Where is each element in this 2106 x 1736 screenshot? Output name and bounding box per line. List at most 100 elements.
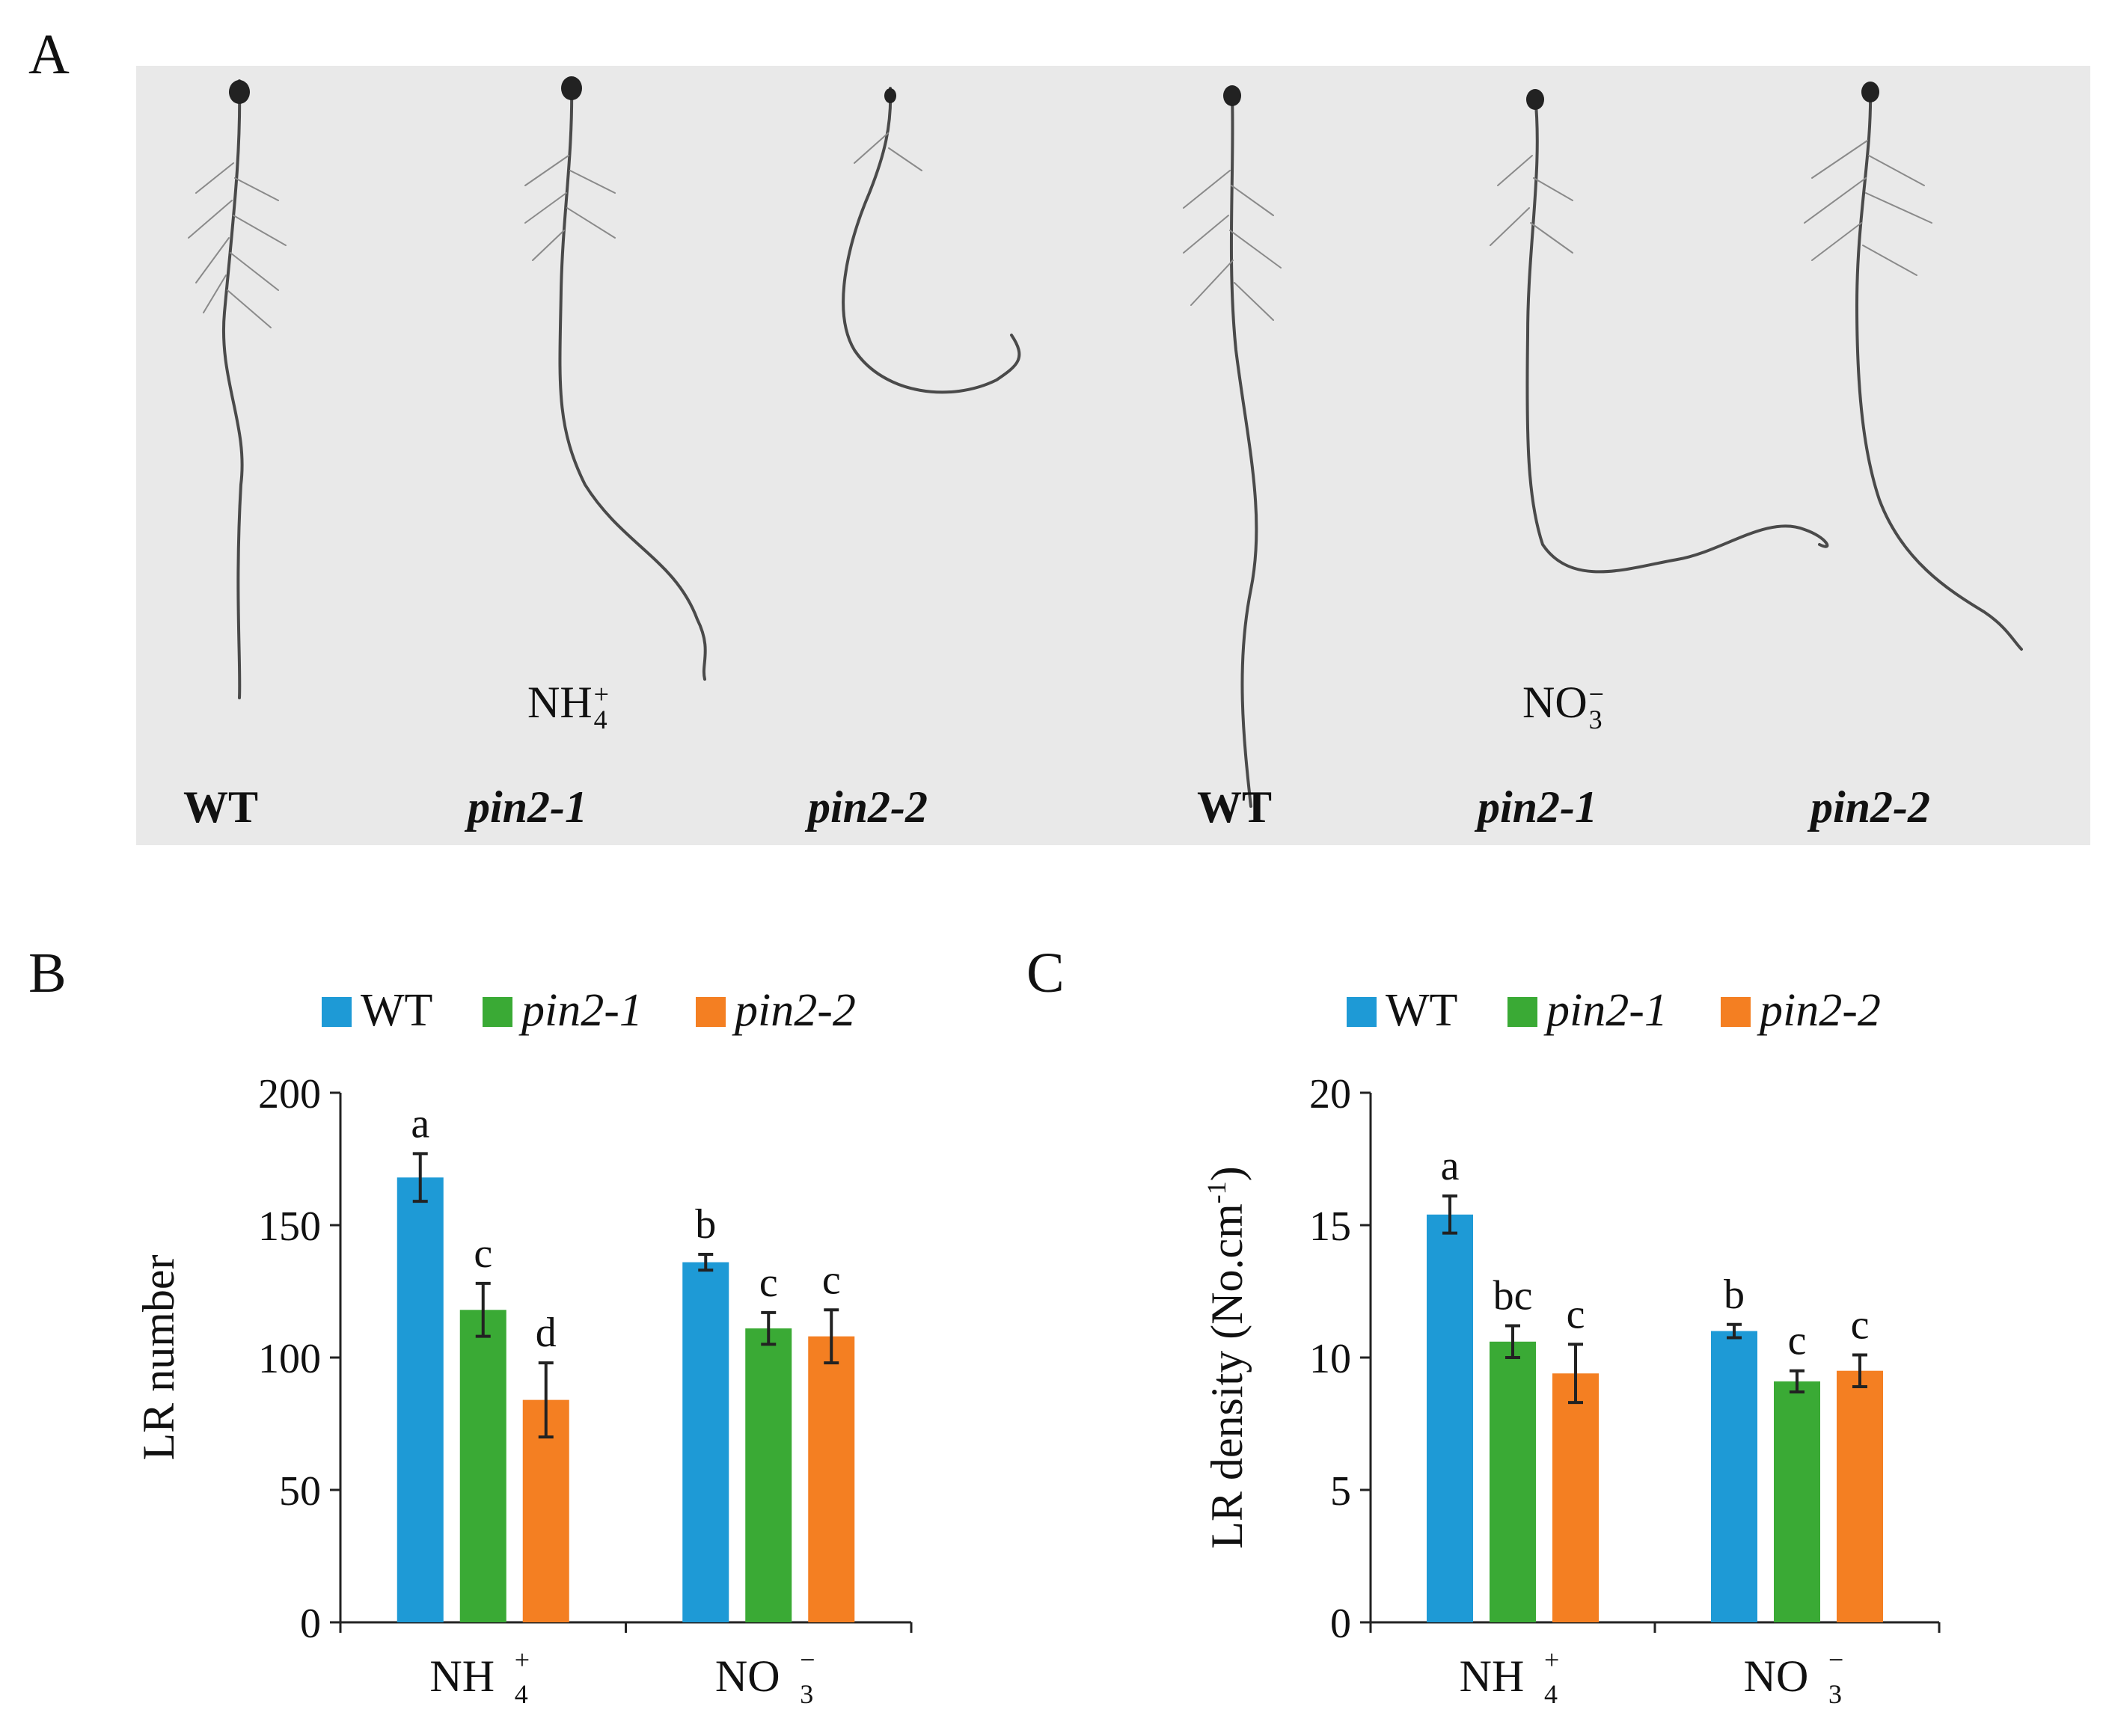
photo-label-wt-no3: WT — [1197, 782, 1273, 832]
y-axis-label: LR density (No.cm-1) — [1202, 1166, 1252, 1549]
panel-label-a: A — [28, 23, 70, 86]
x-category-sub: 3 — [800, 1679, 813, 1709]
legend-swatch-pin2-2 — [1721, 997, 1751, 1027]
condition-no3-sup: − — [1588, 679, 1604, 710]
condition-no3-sub: 3 — [1588, 705, 1603, 735]
bar-pin2-2-1 — [1837, 1370, 1883, 1622]
y-tick-label: 5 — [1330, 1468, 1351, 1515]
bar-pin2-1-0 — [1490, 1341, 1536, 1622]
root-photo — [136, 66, 2090, 845]
legend: WT pin2-1 pin2-2 — [1347, 985, 1881, 1036]
lateral-roots-wt-nh4 — [188, 162, 287, 328]
legend-swatch-WT — [1347, 997, 1377, 1027]
seed-pin21-no3 — [1526, 89, 1544, 110]
root-pin22-no3 — [1855, 87, 2023, 651]
bar-WT-1 — [1711, 1331, 1757, 1622]
bar-WT-0 — [1427, 1214, 1473, 1622]
lateral-roots-pin22-no3 — [1804, 140, 1932, 276]
seed-pin21-nh4 — [561, 76, 582, 100]
x-category-sup: + — [1544, 1645, 1559, 1675]
legend-label-pin2-1: pin2-1 — [1543, 985, 1668, 1036]
x-category-sub: 3 — [1828, 1679, 1842, 1709]
x-category-label: NO — [715, 1651, 780, 1701]
lateral-roots-pin21-no3 — [1490, 155, 1573, 254]
x-category-sub: 4 — [1544, 1679, 1558, 1709]
seed-pin22-nh4 — [884, 88, 896, 103]
significance-letter-WT-1: b — [695, 1201, 716, 1248]
x-category-sub: 4 — [515, 1679, 528, 1709]
significance-letter-pin2-1-0: bc — [1493, 1273, 1533, 1319]
significance-letter-pin2-2-1: c — [822, 1257, 841, 1303]
y-tick-label: 150 — [258, 1203, 321, 1250]
panel-label-b: B — [28, 942, 67, 1005]
legend-label-WT: WT — [1386, 985, 1457, 1036]
y-tick-label: 15 — [1309, 1203, 1351, 1250]
root-pin21-no3 — [1525, 94, 1829, 574]
lateral-roots-wt-no3 — [1183, 170, 1282, 321]
legend: WT pin2-1 pin2-2 — [322, 985, 856, 1036]
lateral-roots-pin21-nh4 — [524, 155, 616, 261]
x-category-sup: − — [800, 1645, 815, 1675]
condition-nh4-sub: 4 — [593, 705, 607, 735]
legend-swatch-WT — [322, 997, 352, 1027]
photo-condition-nh4: NH +4 — [527, 677, 609, 735]
significance-letter-pin2-2-1: c — [1851, 1301, 1870, 1348]
significance-letter-pin2-1-0: c — [474, 1230, 492, 1277]
panel-label-c: C — [1026, 942, 1065, 1005]
x-category-label: NO — [1744, 1651, 1809, 1701]
legend-label-pin2-1: pin2-1 — [518, 985, 643, 1036]
x-category-sup: + — [515, 1645, 530, 1675]
significance-letter-pin2-1-1: c — [759, 1260, 778, 1306]
root-wt-nh4 — [222, 79, 244, 699]
legend-label-pin2-2: pin2-2 — [732, 985, 856, 1036]
significance-letter-WT-0: a — [1441, 1143, 1460, 1189]
y-tick-label: 0 — [1330, 1601, 1351, 1647]
root-pin22-nh4 — [842, 87, 1021, 394]
bar-WT-1 — [682, 1262, 729, 1622]
bar-pin2-2-1 — [808, 1336, 855, 1622]
seed-wt-no3 — [1223, 85, 1241, 106]
bar-pin2-1-0 — [459, 1310, 506, 1622]
seed-wt-nh4 — [229, 80, 250, 104]
photo-condition-no3: NO −3 — [1522, 677, 1604, 735]
root-pin21-nh4 — [558, 79, 707, 681]
bar-pin2-1-1 — [745, 1328, 792, 1622]
root-wt-no3 — [1229, 94, 1258, 808]
y-tick-label: 0 — [300, 1601, 321, 1647]
chart-lr-density: WT pin2-1 pin2-2 0 5 10 15 20 LR density (No.cm-… — [1202, 985, 1941, 1709]
legend-swatch-pin2-1 — [1507, 997, 1537, 1027]
root-drawing — [188, 76, 2023, 808]
photo-label-pin21-nh4: pin2-1 — [468, 782, 588, 832]
legend-label-WT: WT — [361, 985, 432, 1036]
y-tick-label: 20 — [1309, 1071, 1351, 1117]
x-category-label: NH — [1460, 1651, 1525, 1701]
y-tick-label: 100 — [258, 1336, 321, 1382]
condition-nh4-sup: + — [593, 679, 609, 710]
significance-letter-pin2-2-0: d — [536, 1310, 557, 1356]
photo-label-pin22-no3: pin2-2 — [1810, 782, 1931, 832]
significance-letter-WT-0: a — [411, 1100, 429, 1147]
lateral-roots-pin22-nh4 — [854, 132, 922, 171]
bar-pin2-2-0 — [1552, 1373, 1599, 1622]
significance-letter-WT-1: b — [1724, 1272, 1745, 1318]
significance-letter-pin2-2-0: c — [1567, 1291, 1585, 1337]
condition-no3-base: NO — [1522, 678, 1588, 727]
photo-label-pin21-no3: pin2-1 — [1478, 782, 1598, 832]
condition-nh4-base: NH — [527, 678, 593, 727]
photo-label-wt-nh4: WT — [183, 782, 259, 832]
x-category-label: NH — [429, 1651, 495, 1701]
x-category-sup: − — [1828, 1645, 1843, 1675]
y-axis-label: LR number — [134, 1255, 183, 1461]
legend-swatch-pin2-2 — [696, 997, 726, 1027]
legend-swatch-pin2-1 — [483, 997, 512, 1027]
significance-letter-pin2-1-1: c — [1788, 1318, 1807, 1364]
photo-label-pin22-nh4: pin2-2 — [808, 782, 928, 832]
y-tick-label: 200 — [258, 1071, 321, 1117]
y-tick-label: 10 — [1309, 1336, 1351, 1382]
seed-pin22-no3 — [1861, 82, 1879, 102]
bar-WT-0 — [397, 1177, 444, 1622]
y-tick-label: 50 — [279, 1468, 321, 1515]
legend-label-pin2-2: pin2-2 — [1757, 985, 1881, 1036]
bar-pin2-1-1 — [1774, 1381, 1820, 1622]
